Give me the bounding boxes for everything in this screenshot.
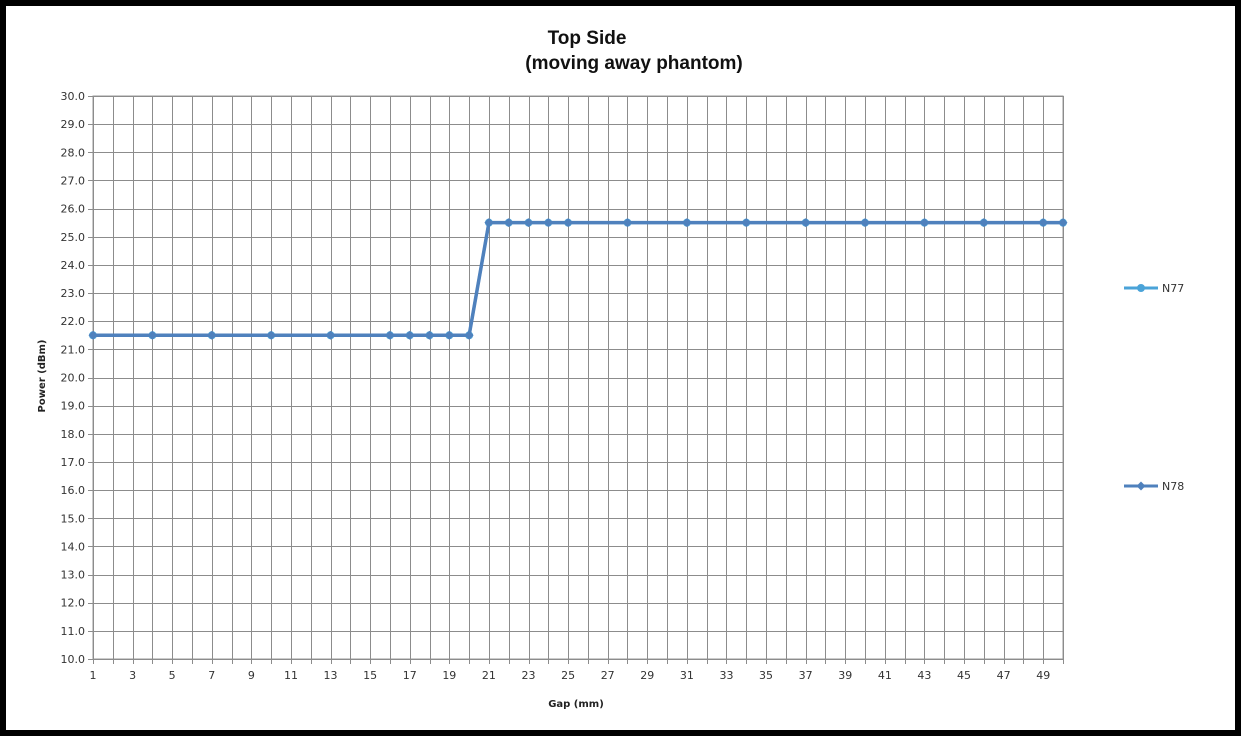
data-point-n78: [504, 218, 514, 228]
legend-item-n78: N78: [1124, 480, 1184, 493]
legend-item-n77: N77: [1124, 282, 1184, 295]
x-tick-label: 45: [957, 669, 971, 682]
data-point-n78: [1058, 218, 1068, 228]
y-tick-label: 15.0: [61, 512, 86, 525]
data-point-n78: [979, 218, 989, 228]
y-tick-label: 29.0: [61, 118, 86, 131]
plot-area: [92, 95, 1064, 660]
x-tick-label: 23: [522, 669, 536, 682]
y-tick-label: 23.0: [61, 287, 86, 300]
x-axis-label: Gap (mm): [548, 699, 604, 710]
y-tick-label: 13.0: [61, 569, 86, 582]
data-point-n78: [266, 330, 276, 340]
x-tick-label: 13: [324, 669, 338, 682]
data-point-n78: [326, 330, 336, 340]
data-point-n78: [1038, 218, 1048, 228]
data-point-n78: [207, 330, 217, 340]
x-tick-label: 3: [129, 669, 136, 682]
x-tick-label: 5: [169, 669, 176, 682]
y-tick-label: 19.0: [61, 400, 86, 413]
series-layer: [88, 218, 1068, 340]
x-tick-label: 43: [917, 669, 931, 682]
x-tick-label: 9: [248, 669, 255, 682]
x-tick-label: 47: [997, 669, 1011, 682]
x-axis-ticks: 1 3 5 7 9 11 13 15 17 19 21 23 25 27 29 31 33 35 37 39 41 43 4…: [90, 669, 1051, 682]
data-point-n78: [860, 218, 870, 228]
data-point-n78: [147, 330, 157, 340]
x-tick-label: 31: [680, 669, 694, 682]
grid: [88, 95, 1064, 664]
y-axis-label: Power (dBm): [37, 340, 48, 413]
y-tick-label: 10.0: [61, 653, 86, 666]
legend-marker: [1137, 284, 1145, 292]
x-tick-label: 25: [561, 669, 575, 682]
y-tick-label: 17.0: [61, 456, 86, 469]
y-tick-label: 18.0: [61, 428, 86, 441]
data-point-n78: [919, 218, 929, 228]
x-tick-label: 27: [601, 669, 615, 682]
x-tick-label: 15: [363, 669, 377, 682]
y-tick-label: 24.0: [61, 259, 86, 272]
x-tick-label: 21: [482, 669, 496, 682]
y-tick-label: 26.0: [61, 203, 86, 216]
y-tick-label: 28.0: [61, 146, 86, 159]
y-tick-label: 27.0: [61, 174, 86, 187]
data-point-n78: [464, 330, 474, 340]
data-point-n78: [563, 218, 573, 228]
x-tick-label: 39: [838, 669, 852, 682]
x-tick-label: 29: [640, 669, 654, 682]
x-tick-label: 17: [403, 669, 417, 682]
legend-label: N78: [1162, 480, 1184, 493]
y-axis-ticks: 10.0 11.0 12.0 13.0 14.0 15.0 16.0 17.0 18.0 19.0…: [61, 90, 86, 666]
x-tick-label: 19: [442, 669, 456, 682]
y-tick-label: 30.0: [61, 90, 86, 103]
data-point-n78: [741, 218, 751, 228]
y-tick-label: 22.0: [61, 315, 86, 328]
x-tick-label: 1: [90, 669, 97, 682]
x-tick-label: 37: [799, 669, 813, 682]
chart-title-line1: Top Side: [548, 28, 627, 49]
data-point-n78: [622, 218, 632, 228]
y-tick-label: 25.0: [61, 231, 86, 244]
data-point-n78: [405, 330, 415, 340]
legend-marker: [1136, 481, 1146, 491]
data-point-n78: [484, 218, 494, 228]
data-point-n78: [385, 330, 395, 340]
line-chart: Top Side (moving away phantom) 10.011.01…: [37, 28, 1184, 710]
x-tick-label: 35: [759, 669, 773, 682]
x-tick-label: 41: [878, 669, 892, 682]
data-point-n78: [801, 218, 811, 228]
series-line-n78: [93, 220, 1063, 338]
chart-title-line2: (moving away phantom): [525, 53, 742, 74]
y-tick-label: 21.0: [61, 343, 86, 356]
y-tick-label: 14.0: [61, 540, 86, 553]
series-n78: [88, 218, 1068, 340]
data-point-n78: [682, 218, 692, 228]
x-tick-label: 7: [208, 669, 215, 682]
x-tick-label: 33: [719, 669, 733, 682]
y-tick-label: 16.0: [61, 484, 86, 497]
data-point-n78: [444, 330, 454, 340]
y-tick-label: 20.0: [61, 372, 86, 385]
x-tick-label: 11: [284, 669, 298, 682]
data-point-n78: [425, 330, 435, 340]
data-point-n78: [88, 330, 98, 340]
data-point-n78: [543, 218, 553, 228]
legend-label: N77: [1162, 282, 1184, 295]
legend: N77 N78: [1124, 282, 1184, 493]
y-tick-label: 12.0: [61, 597, 86, 610]
x-tick-label: 49: [1036, 669, 1050, 682]
y-tick-label: 11.0: [61, 625, 86, 638]
data-point-n78: [524, 218, 534, 228]
